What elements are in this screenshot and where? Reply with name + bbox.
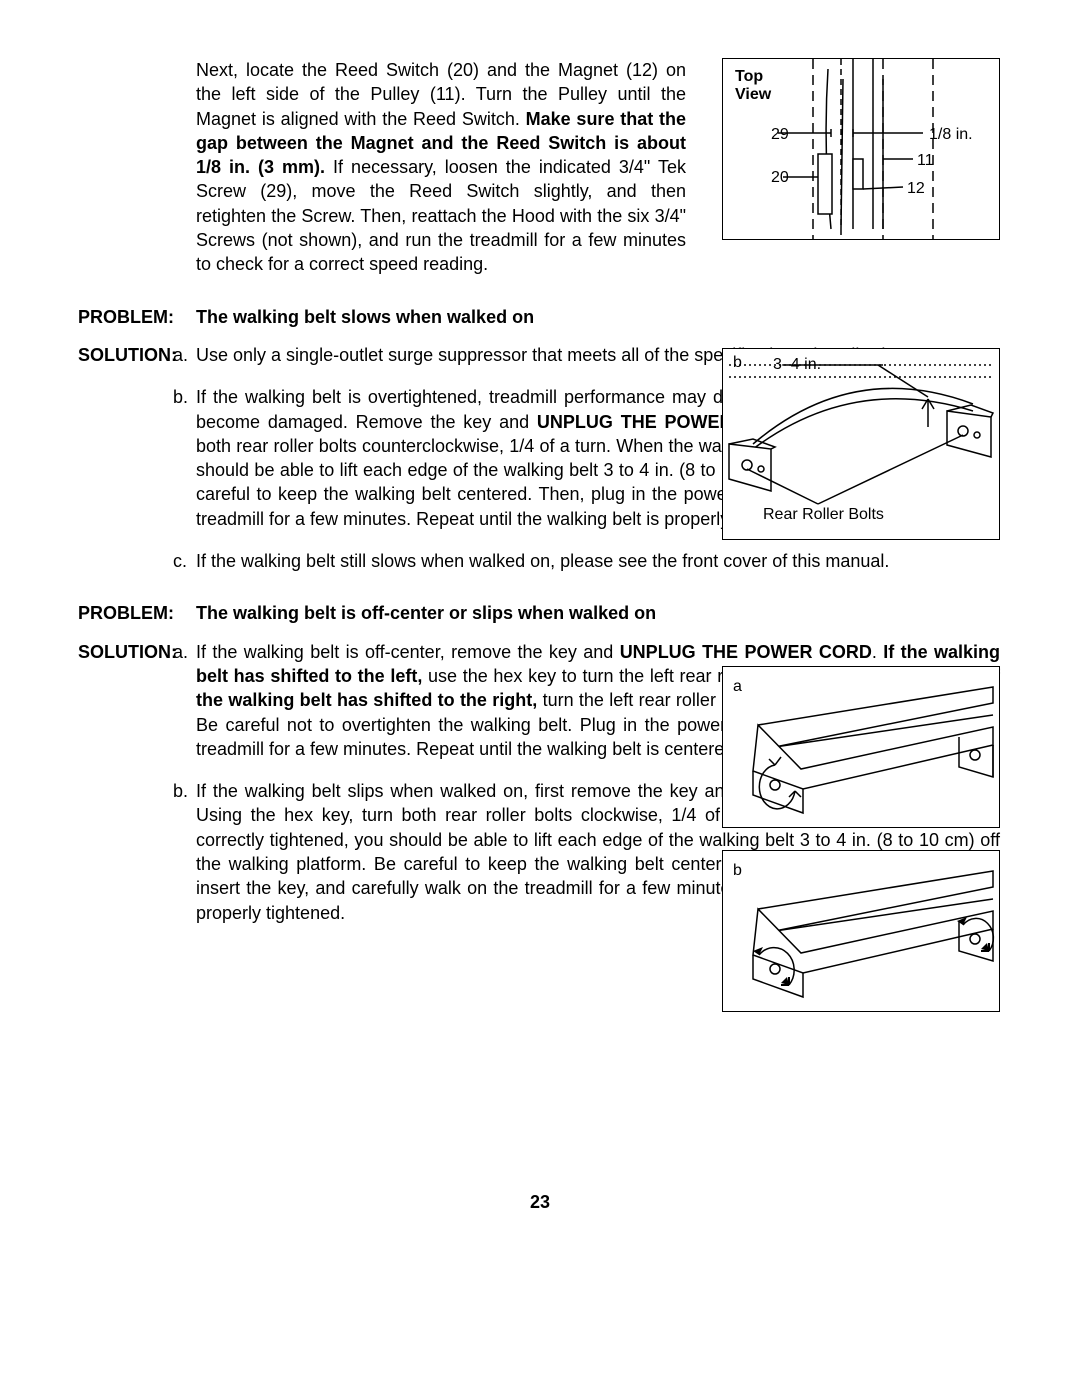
- sol-1c-text: If the walking belt still slows when wal…: [196, 549, 1000, 573]
- figure-top-view: Top View 29 20 1/8 in. 11 12: [722, 58, 1000, 240]
- figure-belt-slip: b: [722, 850, 1000, 1012]
- sol-1c-letter: c.: [173, 549, 196, 573]
- fig1-l12: 12: [907, 180, 925, 197]
- fig-b1-caption: Rear Roller Bolts: [763, 506, 884, 523]
- sol-2a-mid1: .: [872, 642, 883, 662]
- sol-2b-letter: b.: [173, 779, 196, 925]
- fig1-l18: 1/8 in.: [929, 126, 973, 143]
- figure-off-center: a: [722, 666, 1000, 828]
- intro-paragraph: Next, locate the Reed Switch (20) and th…: [196, 58, 686, 277]
- problem-2: PROBLEM: The walking belt is off-center …: [78, 601, 1000, 625]
- solution-1c: c. If the walking belt still slows when …: [78, 549, 1000, 573]
- figure-belt-lift: b 3–4 in. Rear Roller Bolts: [722, 348, 1000, 540]
- solution-label: SOLUTION:: [78, 343, 173, 367]
- problem-1-text: The walking belt slows when walked on: [196, 305, 534, 329]
- fig1-l11: 11: [917, 152, 934, 169]
- fig1-l20: 20: [771, 169, 789, 186]
- problem-1: PROBLEM: The walking belt slows when wal…: [78, 305, 1000, 329]
- page-content: Next, locate the Reed Switch (20) and th…: [78, 58, 1000, 925]
- fig1-title2: View: [735, 86, 772, 103]
- sol-2a-letter: a.: [173, 640, 196, 761]
- page-number: 23: [0, 1190, 1080, 1214]
- fig1-title1: Top: [735, 68, 763, 85]
- sol-2b-pre: If the walking belt slips when walked on…: [196, 781, 741, 801]
- problem-2-text: The walking belt is off-center or slips …: [196, 601, 656, 625]
- sol-2a-bold1: UNPLUG THE POWER CORD: [620, 642, 872, 662]
- fig-b1-dim: 3–4 in.: [773, 356, 821, 373]
- sol-1b-letter: b.: [173, 385, 196, 531]
- problem-label: PROBLEM:: [78, 305, 196, 329]
- problem-label-2: PROBLEM:: [78, 601, 196, 625]
- sol-2a-pre: If the walking belt is off-center, remov…: [196, 642, 620, 662]
- fig1-l29: 29: [771, 126, 789, 143]
- fig-b2-letter: b: [733, 862, 742, 879]
- sol-1a-letter: a.: [173, 343, 196, 367]
- fig-a2-letter: a: [733, 678, 742, 695]
- fig-b1-letter: b: [733, 354, 742, 371]
- solution-label-2: SOLUTION:: [78, 640, 173, 761]
